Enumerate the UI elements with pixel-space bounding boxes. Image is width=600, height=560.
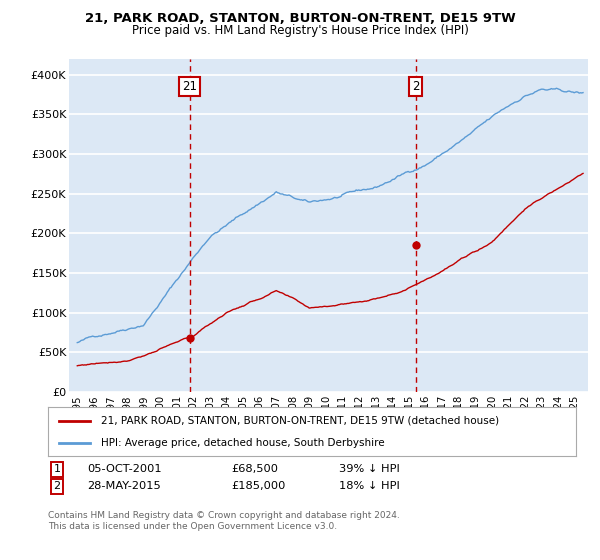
Text: 39% ↓ HPI: 39% ↓ HPI <box>339 464 400 474</box>
Text: 28-MAY-2015: 28-MAY-2015 <box>87 481 161 491</box>
Text: 21, PARK ROAD, STANTON, BURTON-ON-TRENT, DE15 9TW (detached house): 21, PARK ROAD, STANTON, BURTON-ON-TRENT,… <box>101 416 499 426</box>
Text: 18% ↓ HPI: 18% ↓ HPI <box>339 481 400 491</box>
Text: 21: 21 <box>182 80 197 93</box>
Text: 2: 2 <box>412 80 419 93</box>
Text: 05-OCT-2001: 05-OCT-2001 <box>87 464 161 474</box>
Text: HPI: Average price, detached house, South Derbyshire: HPI: Average price, detached house, Sout… <box>101 437 385 447</box>
Text: This data is licensed under the Open Government Licence v3.0.: This data is licensed under the Open Gov… <box>48 522 337 531</box>
Text: £185,000: £185,000 <box>231 481 286 491</box>
Text: 2: 2 <box>53 481 61 491</box>
Text: 21, PARK ROAD, STANTON, BURTON-ON-TRENT, DE15 9TW: 21, PARK ROAD, STANTON, BURTON-ON-TRENT,… <box>85 12 515 25</box>
Text: £68,500: £68,500 <box>231 464 278 474</box>
Text: Contains HM Land Registry data © Crown copyright and database right 2024.: Contains HM Land Registry data © Crown c… <box>48 511 400 520</box>
Text: 1: 1 <box>53 464 61 474</box>
Text: Price paid vs. HM Land Registry's House Price Index (HPI): Price paid vs. HM Land Registry's House … <box>131 24 469 36</box>
